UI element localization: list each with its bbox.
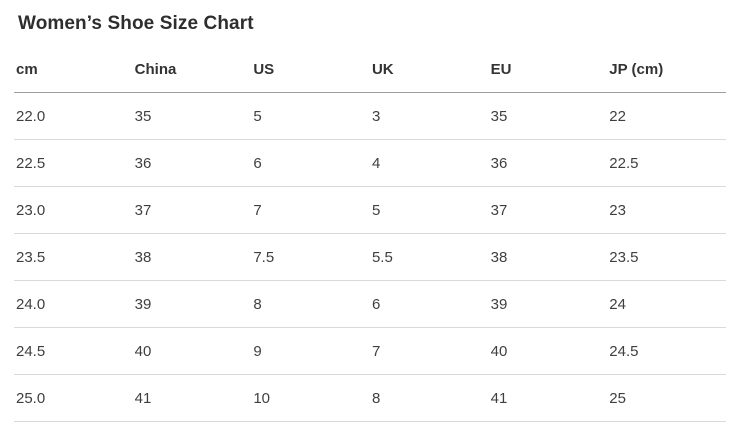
table-cell: 38 (488, 233, 608, 281)
table-row: 25.0 41 10 8 41 25 (14, 374, 726, 422)
table-cell: 5 (369, 186, 489, 234)
table-row: 23.0 37 7 5 37 23 (14, 186, 726, 234)
table-row: 24.0 39 8 6 39 24 (14, 280, 726, 328)
table-cell: 4 (369, 139, 489, 187)
table-cell: 8 (251, 280, 370, 328)
table-row: 22.5 36 6 4 36 22.5 (14, 139, 726, 187)
table-cell: 9 (251, 327, 370, 375)
table-cell: 6 (251, 139, 370, 187)
table-cell: 24.5 (607, 327, 726, 375)
column-header-china: China (132, 46, 252, 93)
table-row: 24.5 40 9 7 40 24.5 (14, 327, 726, 375)
table-cell: 35 (488, 92, 608, 140)
table-cell: 37 (488, 186, 608, 234)
table-cell: 25 (607, 374, 726, 422)
table-cell: 8 (369, 374, 489, 422)
table-cell: 24.5 (14, 327, 133, 375)
table-row: 22.0 35 5 3 35 22 (14, 92, 726, 140)
table-cell: 24 (607, 280, 726, 328)
column-header-cm: cm (14, 46, 133, 93)
column-header-uk: UK (369, 46, 489, 93)
table-cell: 5 (251, 92, 370, 140)
table-row: 23.5 38 7.5 5.5 38 23.5 (14, 233, 726, 281)
table-cell: 41 (132, 374, 252, 422)
header-row: cm China US UK EU JP (cm) (14, 46, 726, 93)
table-body: 22.0 35 5 3 35 22 22.5 36 6 4 36 22.5 23… (14, 92, 726, 422)
table-cell: 37 (132, 186, 252, 234)
table-cell: 36 (132, 139, 252, 187)
table-cell: 41 (488, 374, 608, 422)
table-header: cm China US UK EU JP (cm) (14, 46, 726, 93)
table-cell: 7.5 (251, 233, 370, 281)
table-cell: 22.5 (14, 139, 133, 187)
table-cell: 3 (369, 92, 489, 140)
table-cell: 23.0 (14, 186, 133, 234)
column-header-jp: JP (cm) (607, 46, 726, 93)
table-cell: 23.5 (14, 233, 133, 281)
table-cell: 36 (488, 139, 608, 187)
table-cell: 22.5 (607, 139, 726, 187)
table-cell: 24.0 (14, 280, 133, 328)
table-cell: 5.5 (369, 233, 489, 281)
table-cell: 10 (251, 374, 370, 422)
page-title: Women’s Shoe Size Chart (18, 13, 254, 34)
table-cell: 22.0 (14, 92, 133, 140)
table-cell: 23.5 (607, 233, 726, 281)
table-cell: 25.0 (14, 374, 133, 422)
table-cell: 40 (488, 327, 608, 375)
shoe-size-table: cm China US UK EU JP (cm) 22.0 35 5 3 35… (14, 46, 726, 422)
table-cell: 7 (369, 327, 489, 375)
column-header-eu: EU (488, 46, 608, 93)
table-cell: 6 (369, 280, 489, 328)
table-cell: 35 (132, 92, 252, 140)
table-cell: 39 (488, 280, 608, 328)
column-header-us: US (251, 46, 370, 93)
table-cell: 7 (251, 186, 370, 234)
table-cell: 23 (607, 186, 726, 234)
table-cell: 38 (132, 233, 252, 281)
table-cell: 40 (132, 327, 252, 375)
table-cell: 39 (132, 280, 252, 328)
table-cell: 22 (607, 92, 726, 140)
